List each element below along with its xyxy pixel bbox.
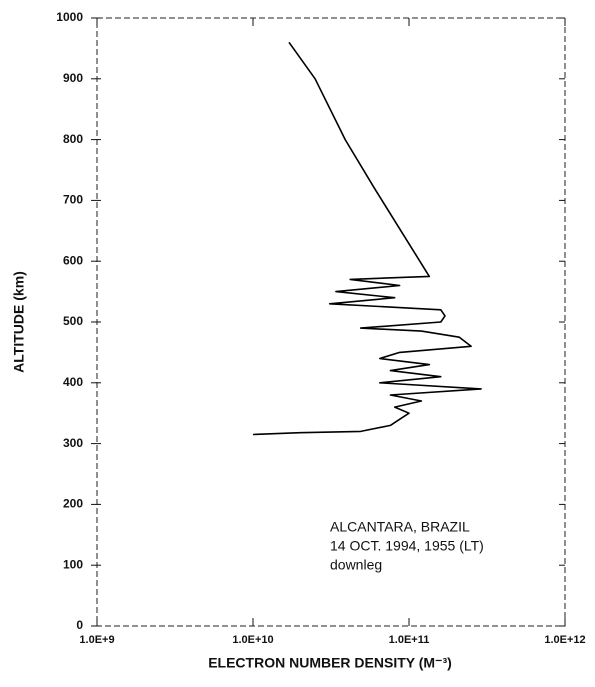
profile-line xyxy=(252,41,482,436)
y-tick-label: 1000 xyxy=(56,10,83,24)
y-tick-label: 800 xyxy=(63,132,83,146)
y-tick-label: 100 xyxy=(63,557,83,571)
x-tick-label: 1.0E+11 xyxy=(389,634,430,646)
x-tick-label: 1.0E+10 xyxy=(232,634,273,646)
x-tick-label: 1.0E+12 xyxy=(544,634,585,646)
y-tick-label: 900 xyxy=(63,71,83,85)
y-axis-label: ALTITUDE (km) xyxy=(11,271,27,373)
annotation: ALCANTARA, BRAZIL xyxy=(330,519,470,535)
y-tick-label: 600 xyxy=(63,253,83,267)
y-tick-label: 300 xyxy=(63,436,83,450)
x-axis-label: ELECTRON NUMBER DENSITY (M⁻³) xyxy=(208,655,452,671)
y-tick-label: 500 xyxy=(63,314,83,328)
x-tick-label: 1.0E+9 xyxy=(79,634,114,646)
y-tick-label: 700 xyxy=(63,193,83,207)
y-tick-label: 0 xyxy=(76,618,83,632)
annotation: 14 OCT. 1994, 1955 (LT) xyxy=(330,538,484,554)
y-tick-label: 200 xyxy=(63,497,83,511)
annotation: downleg xyxy=(330,557,382,573)
y-tick-label: 400 xyxy=(63,375,83,389)
